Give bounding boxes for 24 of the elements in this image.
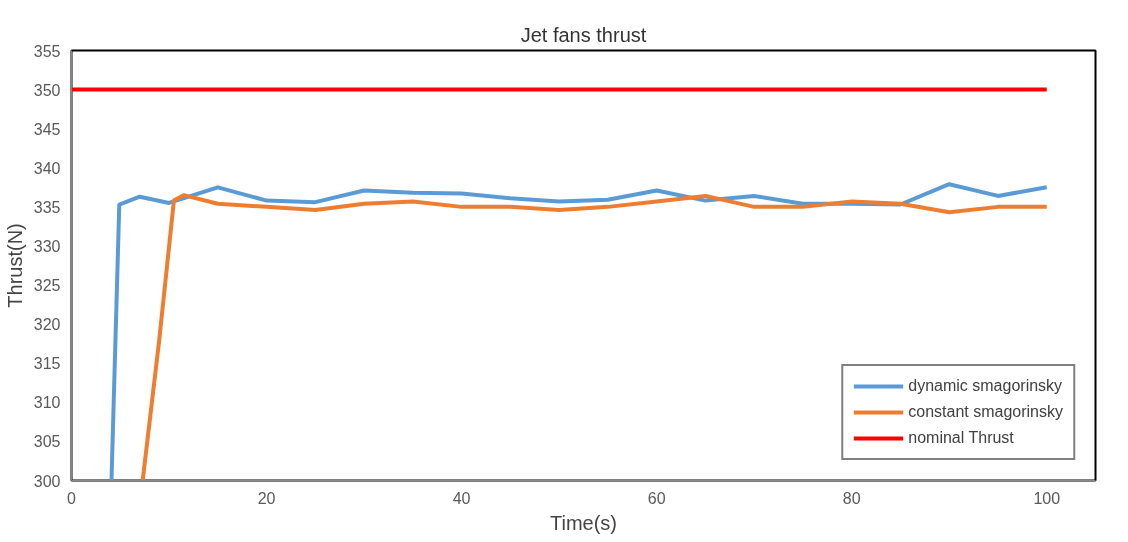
legend-label: nominal Thrust [908,429,1014,447]
legend-label: dynamic smagorinsky [908,377,1063,395]
x-tick-label: 60 [647,489,666,507]
y-tick-label: 350 [33,81,61,99]
y-tick-label: 345 [33,120,61,138]
y-tick-label: 310 [33,394,61,412]
x-tick-label: 0 [67,489,77,507]
y-tick-label: 330 [33,237,61,255]
chart-title: Jet fans thrust [520,23,647,46]
y-tick-label: 325 [33,277,61,295]
x-axis-title: Time(s) [549,511,618,534]
x-tick-label: 100 [1033,489,1061,507]
y-tick-label: 300 [33,472,61,490]
y-tick-label: 340 [33,159,61,177]
y-tick-label: 320 [33,316,61,334]
y-tick-label: 355 [33,42,61,60]
x-tick-label: 80 [842,489,861,507]
x-tick-label: 40 [452,489,471,507]
y-tick-label: 335 [33,198,61,216]
x-tick-label: 20 [257,489,276,507]
legend-label: constant smagorinsky [908,403,1063,421]
y-axis-title: Thrust(N) [3,223,26,308]
y-tick-label: 315 [33,355,61,373]
y-tick-label: 305 [33,433,61,451]
